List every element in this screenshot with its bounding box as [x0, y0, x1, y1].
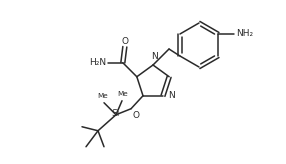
- Text: Me: Me: [118, 91, 128, 97]
- Text: Si: Si: [112, 109, 120, 118]
- Text: Me: Me: [98, 93, 108, 99]
- Text: N: N: [151, 52, 157, 61]
- Text: H₂N: H₂N: [89, 58, 106, 67]
- Text: N: N: [168, 91, 175, 100]
- Text: NH₂: NH₂: [236, 30, 253, 39]
- Text: O: O: [132, 111, 139, 120]
- Text: O: O: [121, 37, 128, 46]
